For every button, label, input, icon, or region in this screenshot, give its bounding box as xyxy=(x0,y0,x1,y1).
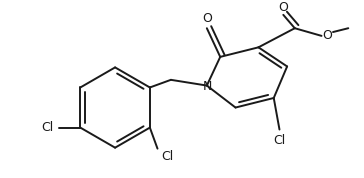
Text: Cl: Cl xyxy=(161,150,173,163)
Text: N: N xyxy=(203,80,213,93)
Text: Cl: Cl xyxy=(273,135,286,148)
Text: O: O xyxy=(202,12,212,25)
Text: O: O xyxy=(323,29,332,42)
Text: Cl: Cl xyxy=(42,121,54,134)
Text: O: O xyxy=(278,1,288,14)
